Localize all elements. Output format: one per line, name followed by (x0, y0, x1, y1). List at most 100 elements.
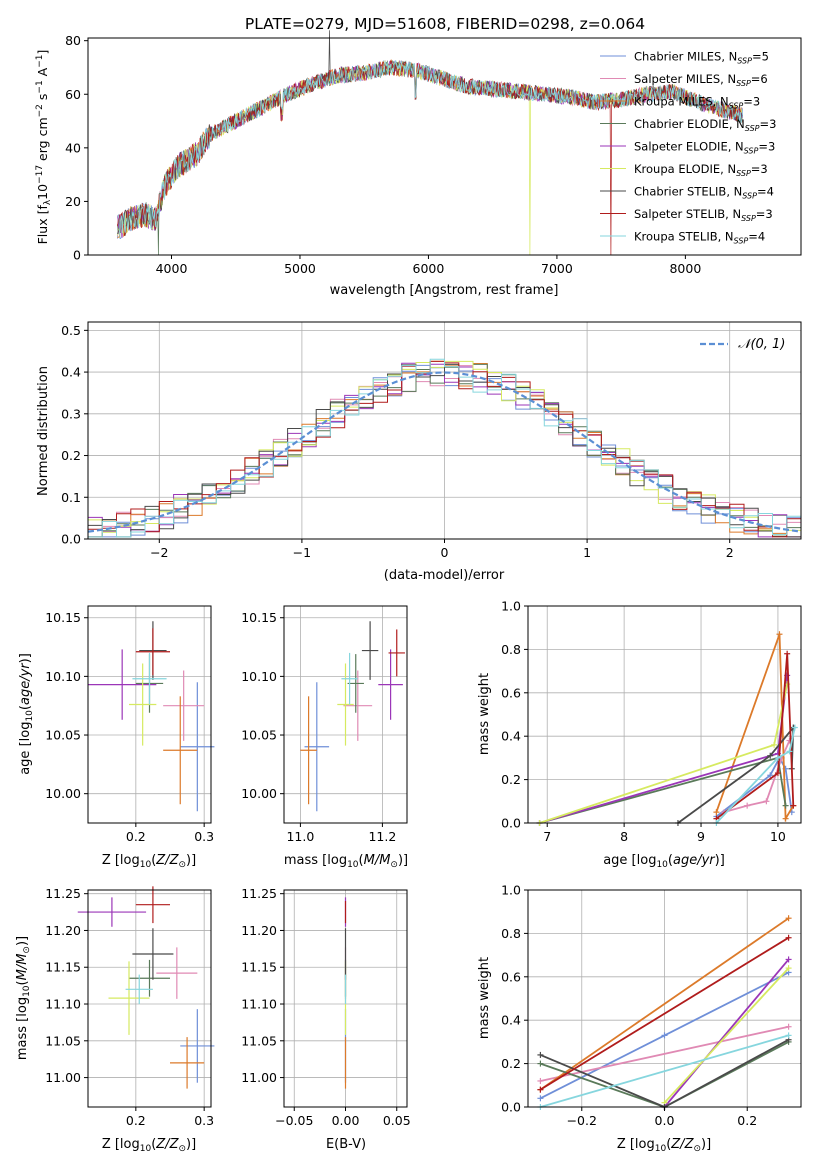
series-salpeter-elodie (536, 672, 791, 826)
y-tick-label: 0.0 (61, 532, 81, 547)
x-tick-label: 8 (620, 829, 628, 844)
errorbar-chabrier-elodie (129, 959, 170, 997)
errorbar-kroupa-stelib (341, 652, 358, 705)
x-tick-label: 0.2 (126, 1113, 146, 1128)
y-tick-label: 10.10 (45, 669, 81, 684)
residual-ticks: −2 −1 0 1 2 0.0 0.1 0.2 0.3 0.4 0.5 (61, 323, 734, 560)
age-mass-errorbars (300, 621, 405, 812)
y-tick-label: 10.05 (241, 728, 277, 743)
errorbar-kroupa-stelib (132, 652, 167, 705)
x-axis-label: Z [log10(Z/Z⊙)] (102, 1137, 196, 1154)
y-tick-label: 0.1 (61, 490, 81, 505)
y-tick-label: 0.2 (501, 772, 521, 787)
y-axis-label: Flux [fλ10−17 erg cm−2 s−1 A−1] (35, 50, 53, 245)
y-tick-label: 80 (65, 33, 81, 48)
errorbar-salpeter-stelib (388, 629, 405, 677)
mass-vs-z-panel: 0.2 0.3 11.00 11.05 11.10 11.15 11.20 11.25 Z [… (15, 886, 215, 1154)
y-tick-label: 11.25 (45, 886, 81, 901)
age-vs-mass-panel: 11.0 11.2 10.00 10.05 10.10 10.15 mass [log10… (241, 605, 408, 870)
y-tick-label: 11.20 (45, 923, 81, 938)
x-tick-label: −2 (150, 545, 168, 560)
y-tick-label: 10.15 (45, 610, 81, 625)
errorbar-chabrier-miles (180, 1009, 215, 1083)
plot-frame (87, 889, 212, 1108)
errorbar-salpeter-miles (343, 670, 373, 741)
errorbar-kroupa-stelib (125, 974, 153, 1005)
errorbar-salpeter-stelib (135, 628, 170, 676)
y-tick-label: 1.0 (501, 883, 521, 898)
y-axis-label: mass weight (477, 957, 492, 1039)
residual-panel: −2 −1 0 1 2 0.0 0.1 0.2 0.3 0.4 0.5 𝒩(0, 1) (data-… (36, 321, 802, 583)
legend-label: Kroupa ELODIE, NSSP=3 (634, 162, 768, 178)
y-tick-label: 11.00 (241, 1070, 277, 1085)
errorbar-chabrier-miles (180, 682, 215, 812)
y-tick-label: 0.4 (61, 365, 81, 380)
x-axis-label: mass [log10(M/M⊙)] (284, 853, 408, 870)
errorbar-kroupa-miles (163, 696, 198, 805)
y-tick-label: 40 (65, 140, 81, 155)
x-axis-label: wavelength [Angstrom, rest frame] (330, 283, 559, 298)
spectrum-kroupa-stelib (117, 60, 744, 239)
series-salpeter-elodie (661, 956, 792, 1110)
errorbar-chabrier-stelib (361, 621, 379, 680)
x-axis-label: Z [log10(Z/Z⊙)] (102, 853, 196, 870)
legend-label: Salpeter ELODIE, NSSP=3 (634, 140, 775, 156)
y-tick-label: 10.10 (241, 669, 277, 684)
errorbar-salpeter-miles (156, 947, 198, 999)
age-z-errorbars (88, 621, 215, 812)
y-tick-label: 0.2 (61, 448, 81, 463)
x-tick-label: 0.2 (126, 829, 146, 844)
errorbar-salpeter-stelib (135, 886, 170, 924)
x-axis-label: Z [log10(Z/Z⊙)] (617, 1137, 711, 1154)
spectrum-legend: Chabrier MILES, NSSP=5 Salpeter MILES, NS… (600, 50, 776, 246)
spectrum-lines (117, 30, 744, 256)
y-tick-label: 0.0 (501, 1100, 521, 1115)
y-tick-label: 11.15 (241, 960, 277, 975)
errorbar-kroupa-miles (300, 696, 317, 805)
residual-histograms (87, 358, 802, 538)
x-tick-label: 0 (441, 545, 449, 560)
x-axis-label: (data-model)/error (384, 568, 505, 583)
errorbar-salpeter-elodie (88, 649, 157, 720)
y-tick-label: 0.0 (501, 816, 521, 831)
y-tick-label: 10.00 (45, 786, 81, 801)
errorbar-kroupa-elodie (337, 663, 354, 746)
y-tick-label: 11.20 (241, 923, 277, 938)
y-tick-label: 0.6 (501, 969, 521, 984)
x-tick-label: 0.3 (194, 1113, 214, 1128)
x-tick-label: 9 (697, 829, 705, 844)
figure-title: PLATE=0279, MJD=51608, FIBERID=0298, z=0… (245, 15, 645, 33)
x-tick-label: 6000 (413, 261, 445, 276)
plot-frame (87, 37, 802, 256)
errorbar-kroupa-elodie (129, 663, 157, 746)
x-axis-label: E(B-V) (326, 1137, 366, 1152)
y-tick-label: 11.05 (45, 1033, 81, 1048)
y-tick-label: 1.0 (501, 599, 521, 614)
errorbar-salpeter-miles (163, 670, 205, 741)
legend-label: Chabrier STELIB, NSSP=4 (634, 185, 774, 201)
legend-label: Kroupa MILES, NSSP=3 (634, 95, 760, 111)
histogram-kroupa-stelib (88, 358, 801, 538)
x-tick-label: −0.05 (275, 1113, 313, 1128)
y-tick-label: 11.25 (241, 886, 277, 901)
mass-z-errorbars (77, 886, 215, 1089)
legend-label: Salpeter MILES, NSSP=6 (634, 72, 768, 88)
errorbar-kroupa-elodie (108, 961, 150, 1035)
plot-frame (87, 605, 212, 824)
spectrum-ticks: 4000 5000 6000 7000 8000 0 20 40 60 80 (65, 33, 701, 276)
y-axis-label: age [log10(age/yr)] (18, 653, 35, 775)
weight-age-lines (536, 631, 798, 826)
x-tick-label: 0.3 (194, 829, 214, 844)
y-tick-label: 0.8 (501, 926, 521, 941)
errorbar-salpeter-elodie (378, 649, 403, 720)
y-tick-label: 10.15 (241, 610, 277, 625)
residual-legend: 𝒩(0, 1) (700, 337, 785, 352)
plot-frame (527, 605, 802, 824)
errorbar-chabrier-elodie (347, 654, 364, 713)
residual-grid (88, 322, 801, 540)
y-tick-label: 60 (65, 87, 81, 102)
y-tick-label: 0.5 (61, 323, 81, 338)
y-tick-label: 0.6 (501, 685, 521, 700)
x-tick-label: 1 (583, 545, 591, 560)
